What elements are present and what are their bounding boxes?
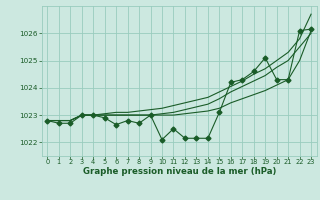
X-axis label: Graphe pression niveau de la mer (hPa): Graphe pression niveau de la mer (hPa) (83, 167, 276, 176)
